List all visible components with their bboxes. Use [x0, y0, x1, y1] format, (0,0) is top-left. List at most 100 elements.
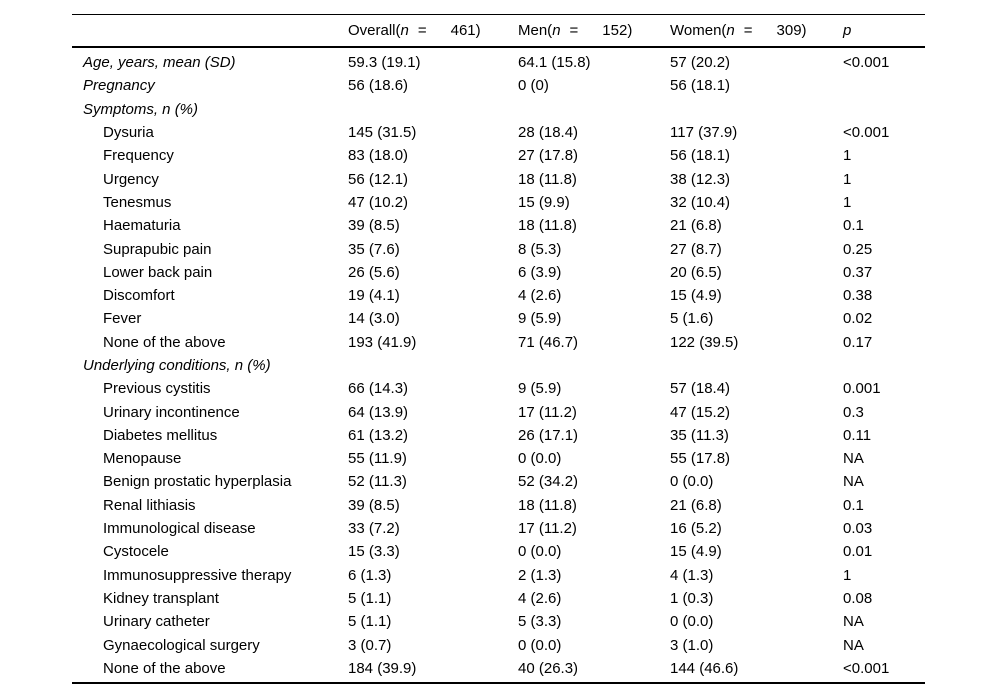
- row-label: Suprapubic pain: [103, 240, 212, 258]
- table-row: Menopause 55 (11.9) 0 (0.0) 55 (17.8) NA: [72, 447, 925, 470]
- row-label: Tenesmus: [103, 193, 172, 211]
- cell-overall: 39 (8.5): [348, 496, 400, 514]
- cell-men: 64.1 (15.8): [518, 54, 591, 72]
- table-body: Age, years, mean (SD) 59.3 (19.1) 64.1 (15…: [72, 48, 925, 682]
- cell-women: 20 (6.5): [670, 263, 722, 281]
- cell-p-value: 0.3: [843, 403, 864, 421]
- cell-women: 5 (1.6): [670, 310, 714, 328]
- cell-men: 28 (18.4): [518, 124, 579, 142]
- table-row: Tenesmus 47 (10.2) 15 (9.9) 32 (10.4) 1: [72, 191, 925, 214]
- cell-women: 21 (6.8): [670, 496, 722, 514]
- cell-p-value: NA: [843, 636, 864, 654]
- cell-women: 122 (39.5): [670, 333, 739, 351]
- table-row: Urinary incontinence 64 (13.9) 17 (11.2) 47…: [72, 400, 925, 423]
- cell-overall: 5 (1.1): [348, 613, 392, 631]
- cell-women: 32 (10.4): [670, 193, 731, 211]
- cell-men: 40 (26.3): [518, 659, 579, 677]
- cell-women: 1 (0.3): [670, 589, 714, 607]
- cell-p-value: 1: [843, 566, 852, 584]
- cell-men: 0 (0.0): [518, 543, 562, 561]
- table-row: Age, years, mean (SD) 59.3 (19.1) 64.1 (15…: [72, 51, 925, 74]
- women-prefix: Women(: [670, 22, 727, 39]
- cell-p-value: 0.11: [843, 426, 872, 444]
- column-header-women: Women(n = 309): [670, 22, 843, 39]
- table-row: None of the above 193 (41.9) 71 (46.7) 122 …: [72, 331, 925, 354]
- column-header-p: p: [843, 22, 852, 39]
- column-header-overall: Overall(n = 461): [348, 22, 518, 39]
- cell-women: 16 (5.2): [670, 520, 722, 538]
- row-label: None of the above: [103, 659, 226, 677]
- table-row: Pregnancy 56 (18.6) 0 (0) 56 (18.1): [72, 74, 925, 97]
- cell-women: 15 (4.9): [670, 287, 722, 305]
- cell-women: 35 (11.3): [670, 426, 729, 444]
- table-row: Cystocele 15 (3.3) 0 (0.0) 15 (4.9) 0.01: [72, 540, 925, 563]
- cell-women: 38 (12.3): [670, 170, 731, 188]
- cell-overall: 47 (10.2): [348, 193, 409, 211]
- table-row: None of the above 184 (39.9) 40 (26.3) 144 …: [72, 657, 925, 680]
- cell-women: 56 (18.1): [670, 147, 731, 165]
- men-n-symbol: n: [552, 22, 561, 39]
- cell-p-value: <0.001: [843, 659, 890, 677]
- women-n-symbol: n: [726, 22, 735, 39]
- cell-men: 17 (11.2): [518, 403, 577, 421]
- table-row: Haematuria 39 (8.5) 18 (11.8) 21 (6.8) 0.1: [72, 214, 925, 237]
- cell-p-value: NA: [843, 450, 864, 468]
- cell-overall: 52 (11.3): [348, 473, 407, 491]
- cell-overall: 5 (1.1): [348, 589, 392, 607]
- cell-p-value: NA: [843, 613, 864, 631]
- row-label: Frequency: [103, 147, 174, 165]
- cell-men: 8 (5.3): [518, 240, 562, 258]
- table-row: Urgency 56 (12.1) 18 (11.8) 38 (12.3) 1: [72, 167, 925, 190]
- cell-overall: 39 (8.5): [348, 217, 400, 235]
- cell-women: 55 (17.8): [670, 450, 731, 468]
- cell-overall: 193 (41.9): [348, 333, 417, 351]
- row-label: Age, years, mean (SD): [83, 54, 236, 72]
- cell-p-value: 0.01: [843, 543, 873, 561]
- table-row: Fever 14 (3.0) 9 (5.9) 5 (1.6) 0.02: [72, 307, 925, 330]
- row-label: Diabetes mellitus: [103, 426, 218, 444]
- cell-men: 18 (11.8): [518, 217, 577, 235]
- cell-men: 0 (0): [518, 77, 549, 95]
- table-row: Urinary catheter 5 (1.1) 5 (3.3) 0 (0.0) NA: [72, 610, 925, 633]
- cell-women: 0 (0.0): [670, 613, 714, 631]
- table-row: Frequency 83 (18.0) 27 (17.8) 56 (18.1) 1: [72, 144, 925, 167]
- cell-women: 15 (4.9): [670, 543, 722, 561]
- cell-men: 4 (2.6): [518, 589, 562, 607]
- row-label: Haematuria: [103, 217, 181, 235]
- cell-women: 3 (1.0): [670, 636, 714, 654]
- women-equals: =: [743, 22, 753, 39]
- cell-p-value: 0.17: [843, 333, 873, 351]
- row-label: Urgency: [103, 170, 159, 188]
- table-row: Immunosuppressive therapy 6 (1.3) 2 (1.3) 4…: [72, 564, 925, 587]
- cell-women: 117 (37.9): [670, 124, 738, 142]
- row-label: Cystocele: [103, 543, 169, 561]
- men-equals: =: [569, 22, 579, 39]
- cell-men: 0 (0.0): [518, 450, 562, 468]
- cell-p-value: NA: [843, 473, 864, 491]
- cell-p-value: 0.02: [843, 310, 873, 328]
- table-row: Kidney transplant 5 (1.1) 4 (2.6) 1 (0.3) 0.…: [72, 587, 925, 610]
- cell-p-value: 1: [843, 147, 852, 165]
- table-row: Immunological disease 33 (7.2) 17 (11.2) 16…: [72, 517, 925, 540]
- cell-men: 52 (34.2): [518, 473, 579, 491]
- men-prefix: Men(: [518, 22, 553, 39]
- row-label: None of the above: [103, 333, 226, 351]
- cell-men: 17 (11.2): [518, 520, 577, 538]
- cell-men: 26 (17.1): [518, 426, 579, 444]
- table-row: Underlying conditions, n (%): [72, 354, 925, 377]
- row-label: Fever: [103, 310, 142, 328]
- table-row: Benign prostatic hyperplasia 52 (11.3) 52 …: [72, 470, 925, 493]
- cell-p-value: 0.03: [843, 520, 873, 538]
- cell-overall: 14 (3.0): [348, 310, 400, 328]
- cell-overall: 33 (7.2): [348, 520, 400, 538]
- overall-n-symbol: n: [400, 22, 409, 39]
- row-label: Dysuria: [103, 124, 154, 142]
- cell-overall: 59.3 (19.1): [348, 54, 421, 72]
- table-row: Suprapubic pain 35 (7.6) 8 (5.3) 27 (8.7) 0.…: [72, 237, 925, 260]
- cell-overall: 56 (12.1): [348, 170, 409, 188]
- cell-men: 18 (11.8): [518, 496, 577, 514]
- cell-overall: 145 (31.5): [348, 124, 417, 142]
- cell-overall: 35 (7.6): [348, 240, 400, 258]
- row-label: Urinary incontinence: [103, 403, 240, 421]
- cell-women: 0 (0.0): [670, 473, 714, 491]
